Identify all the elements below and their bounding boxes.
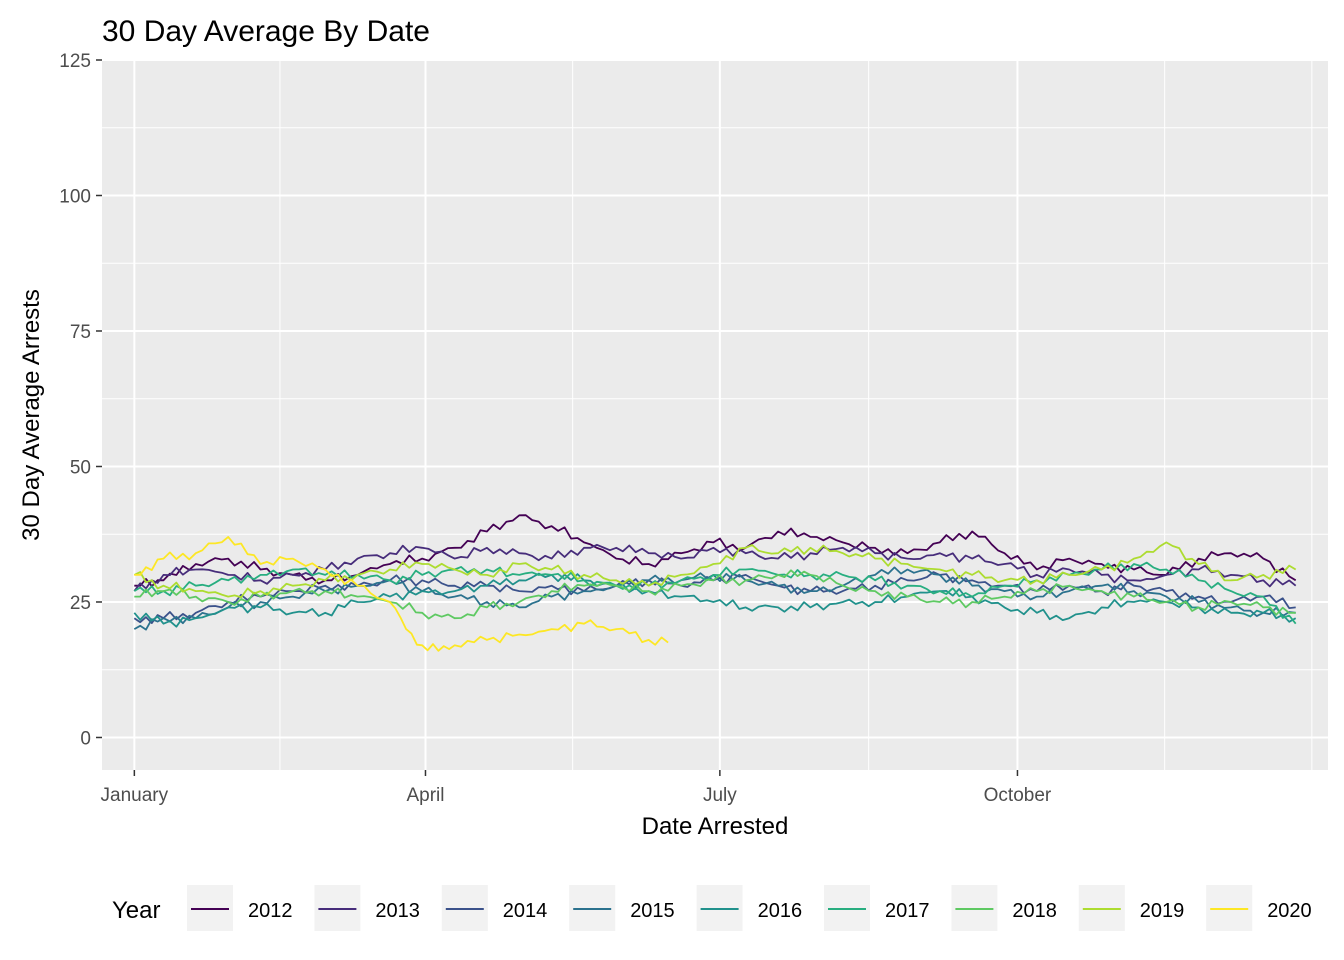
legend: Year 2012 2013 2014 2015 2016 2017 2018 2019 202… xyxy=(112,885,1312,931)
x-tick-label: October xyxy=(984,785,1052,806)
series-lines xyxy=(133,514,1297,652)
y-tick-label: 0 xyxy=(80,728,91,749)
series-line-2019 xyxy=(133,541,1297,599)
legend-title: Year xyxy=(112,897,161,924)
y-tick-label: 100 xyxy=(59,186,91,207)
legend-label-2012: 2012 xyxy=(248,900,293,922)
grid-minor xyxy=(102,60,1328,770)
x-tick-label: July xyxy=(703,785,737,806)
chart-title: 30 Day Average By Date xyxy=(102,15,430,48)
y-tick-label: 25 xyxy=(70,593,91,614)
grid-major xyxy=(102,59,1328,770)
y-axis-title: 30 Day Average Arrests xyxy=(18,289,45,541)
y-tick-label: 50 xyxy=(70,457,91,478)
legend-label-2020: 2020 xyxy=(1267,900,1312,922)
plot-panel xyxy=(102,60,1328,770)
legend-label-2019: 2019 xyxy=(1140,900,1185,922)
legend-label-2015: 2015 xyxy=(630,900,675,922)
x-axis-title: Date Arrested xyxy=(642,813,789,840)
y-tick-label: 75 xyxy=(70,322,91,343)
legend-label-2016: 2016 xyxy=(758,900,803,922)
legend-label-2013: 2013 xyxy=(375,900,420,922)
x-tick-label: January xyxy=(101,785,169,806)
y-tick-label: 125 xyxy=(59,51,91,72)
series-line-2016 xyxy=(133,572,1297,628)
y-axis: 0 25 50 75 100 125 xyxy=(59,51,102,749)
x-tick-label: April xyxy=(406,785,444,806)
x-axis: January April July October xyxy=(101,770,1052,806)
legend-label-2014: 2014 xyxy=(503,900,548,922)
legend-label-2018: 2018 xyxy=(1012,900,1057,922)
series-line-2020 xyxy=(134,536,669,652)
legend-label-2017: 2017 xyxy=(885,900,930,922)
series-line-2018 xyxy=(134,569,1296,620)
